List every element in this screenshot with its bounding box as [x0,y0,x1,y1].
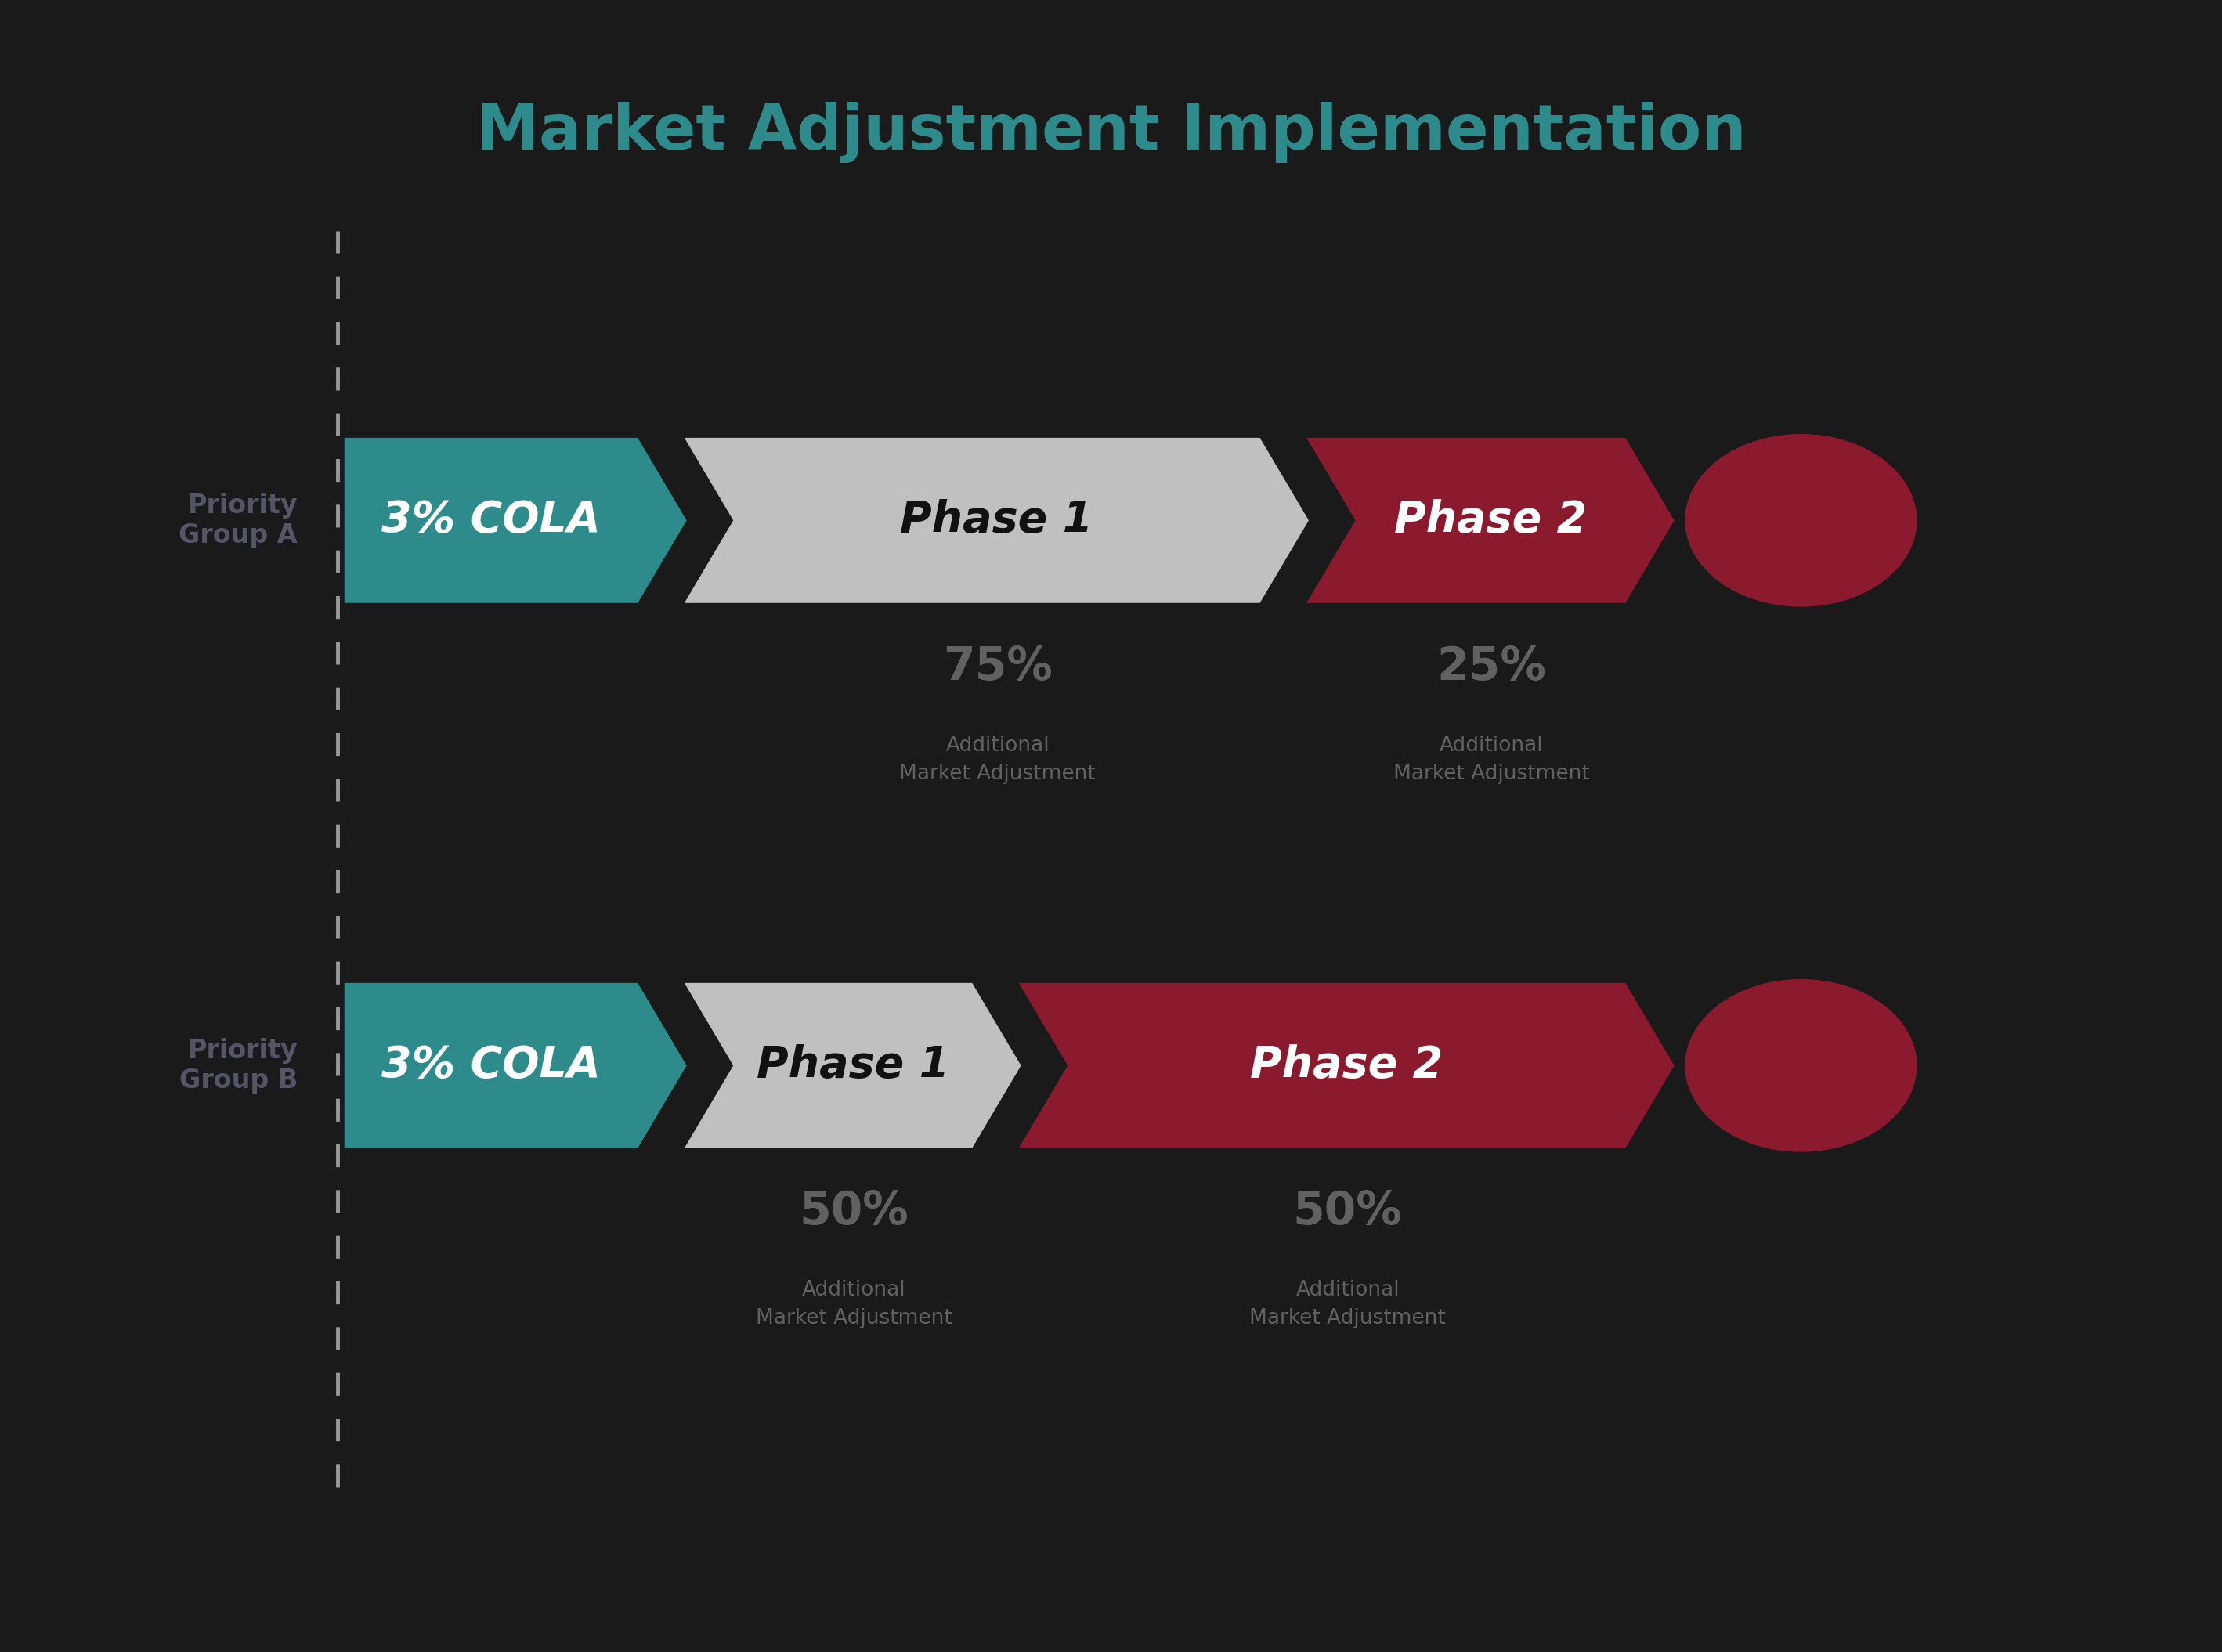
Text: Additional
Market Adjustment: Additional Market Adjustment [1393,735,1589,783]
Text: 75%: 75% [942,644,1053,689]
Polygon shape [684,438,1309,603]
Text: Phase 2: Phase 2 [1393,499,1587,542]
Text: 50%: 50% [1293,1189,1402,1234]
Polygon shape [1307,438,1673,603]
Text: 25%: 25% [1438,644,1547,689]
Circle shape [1686,434,1915,606]
Text: 50%: 50% [800,1189,909,1234]
Circle shape [1686,980,1915,1151]
Text: Phase 2: Phase 2 [1251,1044,1442,1087]
Text: Market Adjustment Implementation: Market Adjustment Implementation [476,102,1746,162]
Text: Priority
Group A: Priority Group A [180,492,298,548]
Text: Additional
Market Adjustment: Additional Market Adjustment [900,735,1095,783]
Text: Additional
Market Adjustment: Additional Market Adjustment [755,1280,951,1328]
Text: 3% COLA: 3% COLA [382,1044,600,1087]
Text: Priority
Group B: Priority Group B [180,1037,298,1094]
Text: Phase 1: Phase 1 [900,499,1093,542]
Text: Phase 1: Phase 1 [755,1044,949,1087]
Text: Additional
Market Adjustment: Additional Market Adjustment [1249,1280,1447,1328]
Text: 3% COLA: 3% COLA [382,499,600,542]
Polygon shape [1018,983,1673,1148]
Polygon shape [684,983,1020,1148]
Polygon shape [344,438,687,603]
Polygon shape [344,983,687,1148]
